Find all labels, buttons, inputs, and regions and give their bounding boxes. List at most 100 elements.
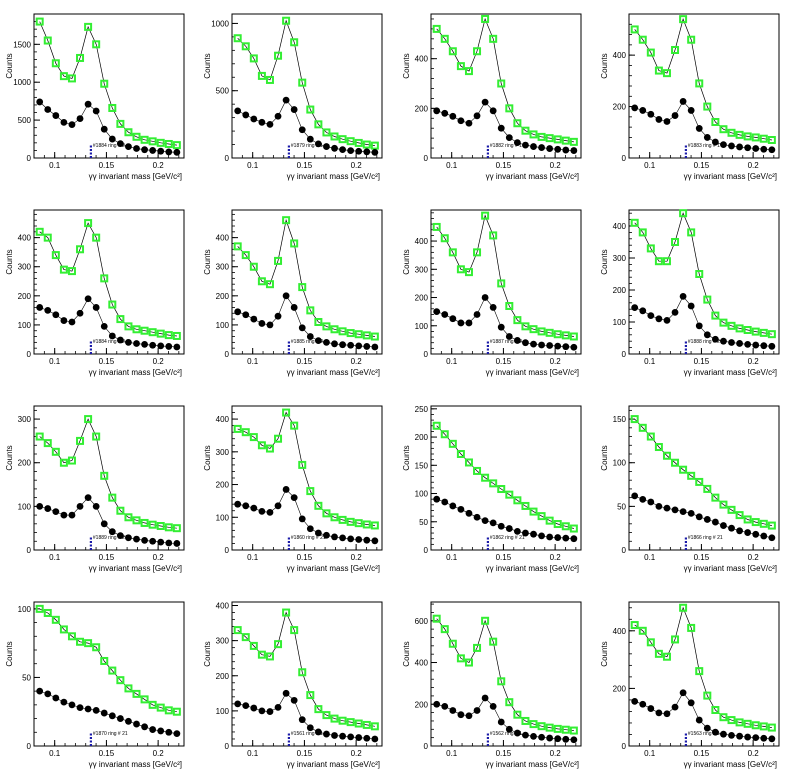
light-series-point [274,434,283,443]
dark-series-point [522,339,529,347]
dark-series-point [133,145,140,152]
dark-series-point [489,304,497,311]
light-series-point [703,484,712,493]
y-axis-title: Counts [600,445,609,470]
dark-series-point [258,118,266,126]
light-series-point [354,330,363,339]
light-series-point [116,119,125,128]
light-series-point [473,47,482,56]
light-series-point [687,35,696,44]
dark-series-point [108,712,116,720]
light-series-point [448,248,457,257]
light-series-point [473,466,482,475]
light-series-point [306,691,315,700]
dark-series-point [546,342,554,349]
light-series-point [561,331,570,340]
dark-series-point [234,107,242,115]
dark-series-point [371,343,379,351]
light-series-point [561,522,570,531]
x-tick-label: 0.1 [446,553,458,562]
light-series-point [489,34,498,43]
y-axis-title: Counts [5,249,14,274]
light-series-point [362,140,371,149]
dark-series-point [760,145,768,153]
light-series-point [481,616,490,625]
light-series-point [481,14,490,23]
dark-series-point [530,530,537,538]
light-series-point [687,471,696,480]
dark-series-point [331,144,338,152]
dark-series-point [274,312,282,320]
y-tick-label: 0 [622,350,627,359]
dark-series-point [290,696,298,704]
plot-frame [628,601,780,747]
light-series-point [751,518,760,527]
y-tick-label: 0 [622,546,627,555]
light-series-point [671,46,680,54]
light-series-point [513,496,522,505]
light-series-point [569,332,578,341]
light-series-point [671,238,680,246]
panel-annotation: #1889 ring # 21 [93,535,128,541]
dark-series-point [570,736,578,744]
light-series-point [124,684,133,693]
panel-14: 0.1 0.15 0.2 0 100 200 300 400 γγ invariant mass… [203,601,383,769]
dark-series-point [433,107,441,115]
light-series-line [237,411,375,526]
light-series-point [108,300,117,309]
dark-series-point [347,341,355,349]
x-axis-title: γγ invariant mass [GeV/c²] [89,172,182,181]
y-tick-label: 0 [622,742,627,751]
dark-series-point [165,343,173,350]
y-tick-label: 300 [415,265,429,274]
light-series-point [322,322,331,331]
dark-series-point [306,724,314,732]
y-tick-label: 400 [415,55,429,64]
dark-series-point [663,710,671,718]
plot-frame [231,13,383,159]
light-series-point [124,322,133,331]
dark-series-point [530,733,537,740]
light-series-point [727,716,736,725]
plot-frame [430,209,582,355]
y-tick-label: 400 [613,222,627,231]
x-tick-label: 0.2 [748,161,760,170]
dark-series-point [768,342,776,350]
light-series-point [553,520,562,529]
dark-series-point [546,145,554,152]
light-series-point [290,421,299,430]
light-series-point [346,517,355,526]
x-tick-label: 0.1 [446,161,458,170]
light-series-point [148,520,157,529]
dark-series-point [760,532,768,540]
light-series-point [51,447,60,456]
dark-series-point [68,511,76,519]
dark-series-point [695,322,703,330]
light-series-point [679,15,688,24]
dark-series-point [274,112,282,120]
x-axis-title: γγ invariant mass [GeV/c²] [684,564,777,573]
dark-series-point [481,294,489,301]
y-tick-label: 0 [424,546,429,555]
dark-series-point [157,342,165,350]
dark-series-point [687,509,695,517]
dark-series-point [141,537,148,544]
light-series-point [440,430,449,439]
light-series-point [92,233,101,242]
dark-series-point [497,718,505,726]
dark-series-point [570,343,578,351]
light-series-point [100,471,109,480]
x-tick-label: 0.1 [644,357,656,366]
dark-series-point [347,535,355,543]
dark-series-point [306,333,314,340]
dark-series-point [513,729,521,737]
dark-series-point [84,100,92,108]
x-axis-title: γγ invariant mass [GeV/c²] [486,368,579,377]
dark-series-point [530,340,537,348]
light-series-point [505,698,514,707]
light-series-point [687,228,696,237]
x-axis-title: γγ invariant mass [GeV/c²] [684,172,777,181]
x-tick-label: 0.2 [351,749,363,758]
plot-frame [33,209,185,355]
x-tick-label: 0.2 [153,553,165,562]
